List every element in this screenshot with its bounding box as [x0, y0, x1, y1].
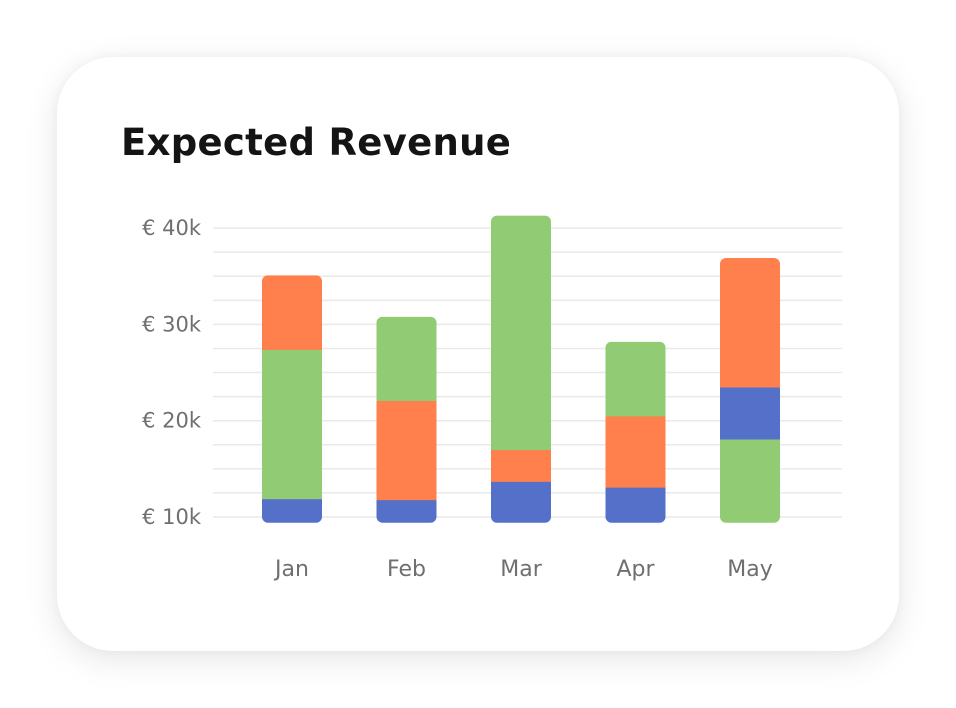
bar-segment-blue [262, 498, 322, 523]
bar-stack-mar [491, 215, 551, 523]
chart-title: Expected Revenue [121, 121, 512, 164]
bar-segment-green [491, 215, 551, 451]
bar-segment-orange [376, 400, 437, 501]
bar-segment-orange [491, 449, 551, 482]
x-axis-ticks: Jan Feb Mar Apr May [273, 557, 773, 582]
x-tick-label: Jan [273, 557, 309, 582]
x-tick-label: May [727, 557, 772, 582]
y-tick-label: € 40k [142, 216, 202, 240]
bar-segment-blue [720, 386, 780, 440]
bar-stack-apr [605, 341, 666, 523]
bar-segment-green [376, 316, 437, 401]
y-axis-ticks: € 10k € 20k € 30k € 40k [142, 216, 202, 529]
bar-segment-blue [376, 499, 437, 523]
y-tick-label: € 30k [142, 312, 202, 336]
bar-segment-green [720, 438, 780, 523]
bar-segment-orange [262, 275, 322, 350]
bar-stack-feb [376, 316, 437, 523]
bar-segment-blue [491, 481, 551, 523]
x-tick-label: Mar [500, 557, 542, 582]
x-tick-label: Apr [616, 557, 655, 582]
bar-stack-jan [262, 275, 322, 523]
bar-segment-blue [605, 487, 666, 523]
x-tick-label: Feb [387, 557, 426, 582]
bars [262, 215, 780, 523]
y-tick-label: € 20k [142, 409, 202, 433]
bar-stack-may [720, 257, 780, 523]
bar-segment-orange [720, 257, 780, 388]
bar-segment-green [605, 341, 666, 417]
y-tick-label: € 10k [142, 505, 202, 529]
bar-segment-green [262, 349, 322, 500]
bar-segment-orange [605, 415, 666, 488]
